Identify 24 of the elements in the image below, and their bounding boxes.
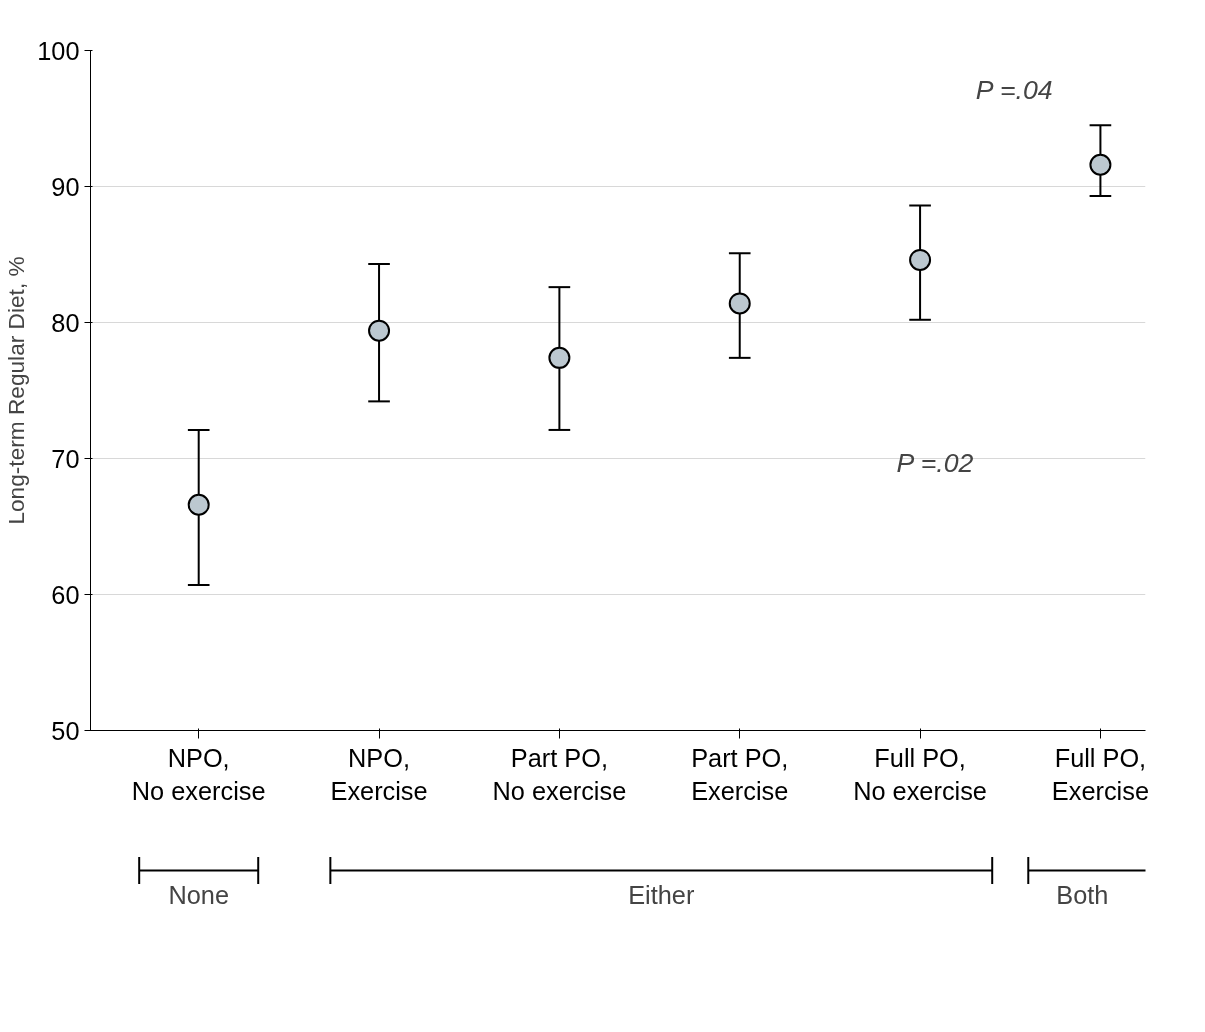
x-tick-label: Part PO, No exercise [492,743,627,806]
x-tick-label: Part PO, Exercise [691,743,789,806]
x-tick-label: Full PO, Exercise [1051,743,1149,806]
x-tick-label: NPO, No exercise [131,743,266,806]
y-tick-label: 80 [51,308,80,337]
y-tick-label: 60 [51,580,80,609]
text: Either [628,881,695,910]
point [909,248,932,271]
point [728,292,751,315]
y-tick-label: 90 [51,172,80,201]
annotation: P =.02 [896,447,974,478]
x-tick-label: NPO, Exercise [330,743,428,806]
text: None [168,881,229,910]
y-axis-title: Long-term Regular Diet, % [3,256,30,525]
text: Both [1056,881,1109,910]
point [1089,153,1112,176]
y-tick-label: 70 [51,444,80,473]
y-tick-label: 50 [51,716,80,745]
annotation: P =.04 [975,74,1053,105]
point [548,346,571,369]
y-tick-label: 100 [37,36,80,65]
point [187,493,210,516]
x-tick-label: Full PO, No exercise [853,743,987,806]
point [368,319,391,342]
